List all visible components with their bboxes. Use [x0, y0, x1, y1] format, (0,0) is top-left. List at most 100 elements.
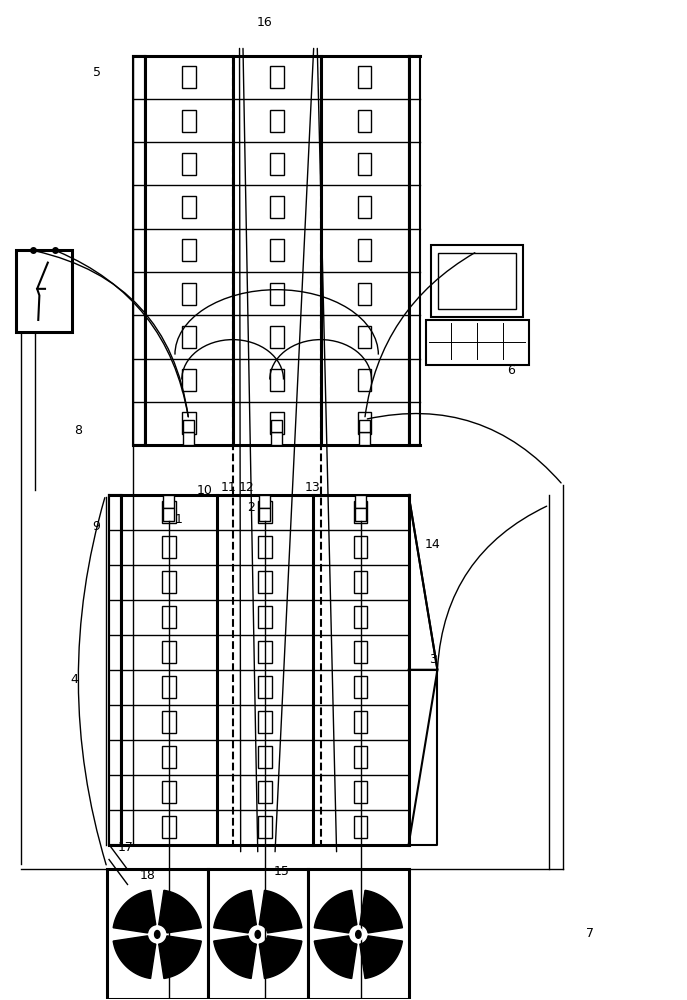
Bar [354, 641, 368, 663]
Bar [182, 326, 196, 348]
Bar [259, 495, 270, 508]
Bar [355, 495, 366, 508]
Bar [183, 432, 194, 445]
Text: 13: 13 [305, 481, 321, 494]
Bar [358, 369, 372, 391]
Bar [109, 495, 121, 845]
Bar [354, 536, 368, 558]
Bar [162, 536, 175, 558]
Polygon shape [159, 936, 201, 978]
Bar [358, 110, 372, 132]
Bar [259, 508, 270, 521]
Bar [182, 66, 196, 88]
Bar [183, 420, 194, 432]
Bar [358, 326, 372, 348]
Polygon shape [360, 890, 403, 933]
Text: 18: 18 [140, 869, 156, 882]
Bar [358, 196, 372, 218]
Bar [354, 606, 368, 628]
Bar [271, 420, 282, 432]
Text: 7: 7 [586, 927, 594, 940]
Bar [354, 676, 368, 698]
Bar [258, 816, 271, 838]
Bar [133, 56, 145, 445]
Polygon shape [113, 936, 156, 978]
Text: 6: 6 [508, 364, 515, 377]
Bar [358, 412, 372, 434]
Bar [258, 641, 271, 663]
Bar [162, 501, 175, 523]
Bar [182, 283, 196, 305]
Bar [359, 432, 370, 445]
Bar [162, 641, 175, 663]
Circle shape [255, 931, 260, 938]
Bar [354, 781, 368, 803]
Bar [258, 746, 271, 768]
Bar [270, 412, 284, 434]
Bar [162, 571, 175, 593]
Bar [164, 495, 174, 508]
Bar [270, 239, 284, 261]
Text: 8: 8 [74, 424, 82, 437]
Bar [270, 283, 284, 305]
Bar [258, 536, 271, 558]
Circle shape [155, 931, 160, 938]
Text: 5: 5 [93, 66, 101, 79]
Bar [271, 432, 282, 445]
Polygon shape [259, 890, 302, 933]
Bar [409, 56, 420, 445]
Bar [431, 245, 523, 317]
Bar [354, 816, 368, 838]
Bar [162, 816, 175, 838]
Circle shape [354, 928, 363, 941]
Bar [270, 66, 284, 88]
Bar [182, 153, 196, 175]
Polygon shape [113, 890, 156, 933]
Bar [162, 711, 175, 733]
Bar [162, 746, 175, 768]
Bar [358, 66, 372, 88]
Bar [258, 781, 271, 803]
Text: 2: 2 [247, 501, 255, 514]
Bar [354, 746, 368, 768]
Bar [258, 711, 271, 733]
Bar [258, 606, 271, 628]
Text: 12: 12 [238, 481, 254, 494]
Bar [270, 153, 284, 175]
Bar [354, 571, 368, 593]
Polygon shape [259, 936, 302, 978]
Text: 9: 9 [93, 520, 100, 533]
Bar [258, 501, 271, 523]
Bar [182, 412, 196, 434]
Bar [308, 869, 409, 999]
Bar [258, 676, 271, 698]
Bar [358, 153, 372, 175]
Bar [358, 239, 372, 261]
Text: 14: 14 [425, 538, 440, 551]
Bar [426, 320, 528, 365]
Bar [358, 283, 372, 305]
Bar [182, 369, 196, 391]
Bar [258, 571, 271, 593]
Bar [182, 239, 196, 261]
Bar [270, 369, 284, 391]
Bar [270, 110, 284, 132]
Circle shape [356, 931, 361, 938]
Polygon shape [314, 936, 357, 978]
Bar [359, 420, 370, 432]
Polygon shape [314, 890, 357, 933]
Text: 16: 16 [257, 16, 273, 29]
Text: 1: 1 [175, 513, 183, 526]
Bar [164, 508, 174, 521]
Text: 17: 17 [117, 841, 133, 854]
Bar [162, 676, 175, 698]
Bar [438, 253, 516, 309]
Bar [182, 110, 196, 132]
Bar [355, 508, 366, 521]
Polygon shape [360, 936, 403, 978]
Bar [270, 326, 284, 348]
Circle shape [153, 928, 161, 941]
Polygon shape [214, 936, 256, 978]
Polygon shape [159, 890, 201, 933]
Text: 3: 3 [429, 653, 436, 666]
